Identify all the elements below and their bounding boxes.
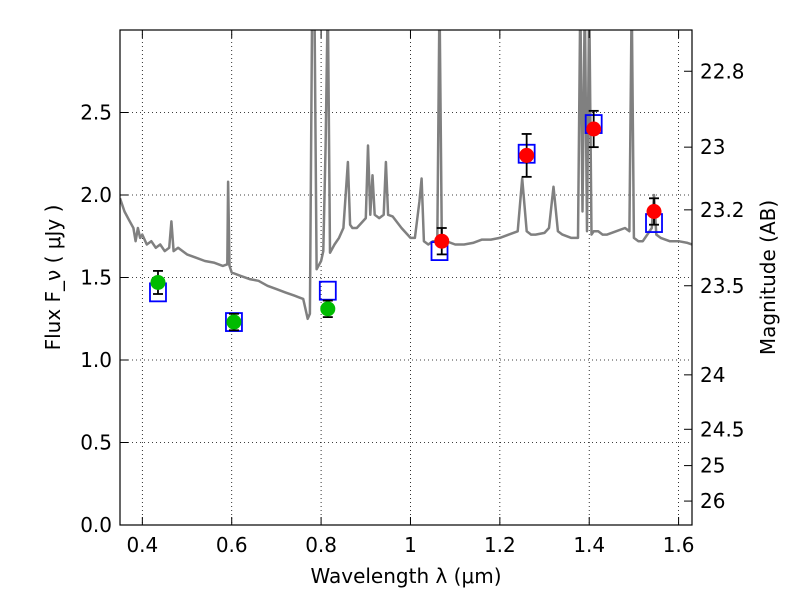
y2-tick-label: 25 xyxy=(700,454,725,478)
grid xyxy=(120,30,692,526)
y2-tick-label: 26 xyxy=(700,489,725,513)
x-tick-label: 1 xyxy=(404,533,417,557)
plot-frame xyxy=(119,29,693,526)
x-tick-label: 0.8 xyxy=(305,533,337,557)
y2-tick-label: 24 xyxy=(700,363,725,387)
y2-tick-label: 22.8 xyxy=(700,59,745,83)
ticks xyxy=(120,30,692,526)
observed-flux-point xyxy=(320,301,336,317)
y-tick-label: 1.5 xyxy=(80,266,112,290)
y2-tick-label: 24.5 xyxy=(700,417,745,441)
model-photometry-square xyxy=(318,280,337,301)
x-tick-label: 0.6 xyxy=(216,533,248,557)
x-axis-label: Wavelength λ (μm) xyxy=(310,564,501,588)
y2-tick-label: 23 xyxy=(700,135,725,159)
x-tick-label: 1.6 xyxy=(663,533,695,557)
y2-tick-label: 23.5 xyxy=(700,274,745,298)
plot-area xyxy=(120,30,692,321)
markers xyxy=(149,109,663,332)
x-tick-label: 1.2 xyxy=(484,533,516,557)
y-axis-label: Flux F_ν ( μJy ) xyxy=(41,205,65,351)
model-spectrum-line xyxy=(120,30,692,321)
tick-labels: 0.4 0.6 0.8 1 1.2 1.4 1.6 0.0 0.5 1.0 1.5 2.0 2.5 22.… xyxy=(80,59,744,557)
observed-flux-point xyxy=(586,121,602,137)
y-tick-label: 1.0 xyxy=(80,348,112,372)
observed-flux-point xyxy=(226,314,242,330)
y-tick-label: 2.5 xyxy=(80,101,112,125)
y2-tick-label: 23.2 xyxy=(700,198,745,222)
observed-flux-point xyxy=(646,204,662,219)
observed-flux-point xyxy=(434,233,450,249)
observed-flux-point xyxy=(150,274,166,290)
y-tick-label: 0.5 xyxy=(80,431,112,455)
y-tick-label: 2.0 xyxy=(80,183,112,207)
y2-axis-label: Magnitude (AB) xyxy=(756,200,780,355)
x-tick-label: 1.4 xyxy=(573,533,605,557)
x-tick-label: 0.4 xyxy=(126,533,158,557)
observed-flux-point xyxy=(519,147,535,163)
y-tick-label: 0.0 xyxy=(80,513,112,537)
